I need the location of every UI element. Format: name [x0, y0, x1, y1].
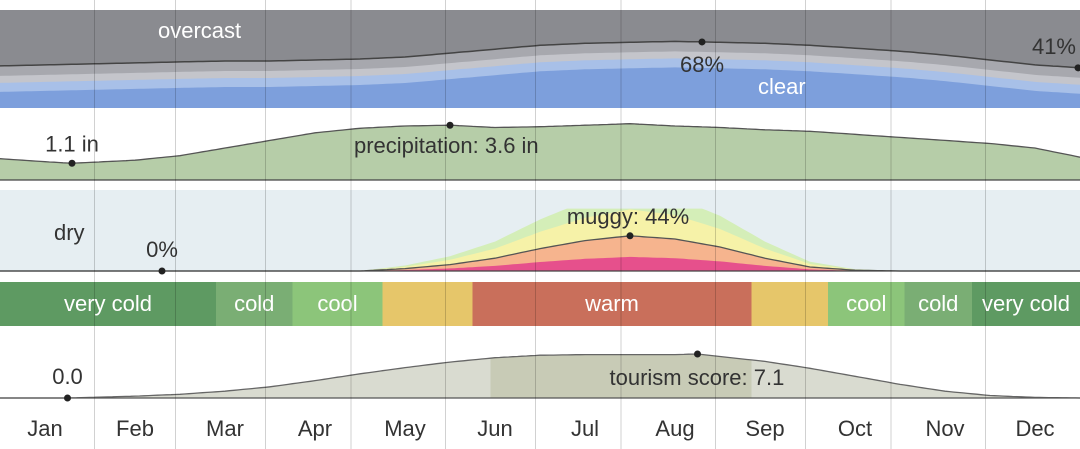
temp-segment-label: cold: [918, 291, 958, 316]
temperature-band: very cold cold cool warm cool cold very cold: [0, 282, 1080, 326]
month-label: Apr: [298, 416, 332, 441]
clear-sky-dec-label: 41%: [1032, 34, 1076, 59]
temp-segment-label: cool: [846, 291, 886, 316]
temp-segment-transition: [752, 282, 829, 326]
clear-sky-peak-label: 68%: [680, 52, 724, 77]
month-label: Dec: [1015, 416, 1054, 441]
temp-segment-label: warm: [584, 291, 639, 316]
muggy-min-marker: [159, 268, 166, 275]
month-label: Mar: [206, 416, 244, 441]
tourism-min-marker: [64, 395, 71, 402]
precipitation-max-label: precipitation: 3.6 in: [354, 133, 539, 158]
humidity-panel: dry 0% muggy: 44%: [0, 190, 1080, 275]
temp-segment-label: very cold: [64, 291, 152, 316]
cloud-cover-panel: overcast clear 68% 41%: [0, 10, 1080, 108]
clear-sky-peak-marker: [699, 38, 706, 45]
muggy-max-label: muggy: 44%: [567, 204, 689, 229]
clear-label: clear: [758, 74, 806, 99]
month-label: May: [384, 416, 426, 441]
month-label: Sep: [745, 416, 784, 441]
overcast-label: overcast: [158, 18, 241, 43]
month-label: Jan: [27, 416, 62, 441]
month-label: Aug: [655, 416, 694, 441]
tourism-max-label: tourism score: 7.1: [610, 365, 785, 390]
precipitation-max-marker: [447, 122, 454, 129]
temp-segment-label: very cold: [982, 291, 1070, 316]
weather-year-chart: overcast clear 68% 41% 1.1 in precipitat…: [0, 0, 1080, 449]
month-axis: Jan Feb Mar Apr May Jun Jul Aug Sep Oct Nov Dec: [27, 416, 1054, 441]
precipitation-min-label: 1.1 in: [45, 131, 99, 156]
month-label: Oct: [838, 416, 872, 441]
muggy-min-label: 0%: [146, 237, 178, 262]
precipitation-min-marker: [69, 160, 76, 167]
tourism-max-marker: [694, 351, 701, 358]
temp-segment-transition: [383, 282, 473, 326]
dry-label: dry: [54, 220, 85, 245]
month-label: Feb: [116, 416, 154, 441]
muggy-max-marker: [627, 232, 634, 239]
precipitation-panel: 1.1 in precipitation: 3.6 in: [0, 122, 1080, 180]
tourism-min-label: 0.0: [52, 364, 83, 389]
month-label: Nov: [925, 416, 964, 441]
month-label: Jun: [477, 416, 512, 441]
temp-segment-label: cool: [317, 291, 357, 316]
temp-segment-label: cold: [234, 291, 274, 316]
tourism-panel: 0.0 tourism score: 7.1: [0, 351, 1080, 402]
month-label: Jul: [571, 416, 599, 441]
precipitation-area: [0, 124, 1080, 180]
